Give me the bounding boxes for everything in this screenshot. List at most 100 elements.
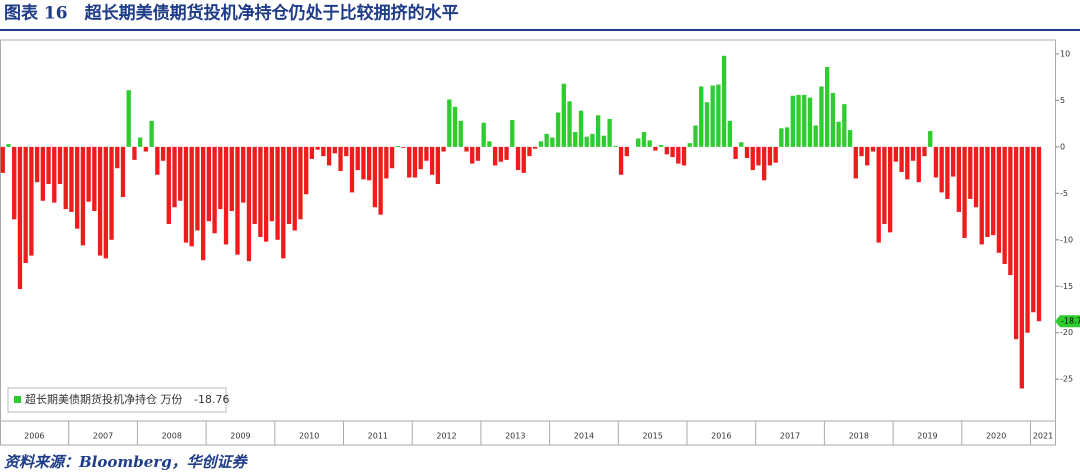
- bar: [281, 146, 286, 259]
- bar: [326, 146, 332, 166]
- bar: [933, 146, 939, 178]
- bar: [92, 146, 97, 211]
- bar: [613, 145, 618, 147]
- x-tick-label: 2008: [162, 432, 182, 441]
- bar: [86, 146, 91, 202]
- bar: [550, 137, 555, 147]
- bar: [807, 97, 813, 147]
- bar: [384, 146, 389, 179]
- x-tick-label: 2016: [711, 432, 731, 441]
- bar: [452, 106, 458, 147]
- bar: [962, 146, 967, 238]
- bar: [292, 146, 297, 231]
- legend-label: 超长期美债期货投机净持仓 万份: [25, 392, 183, 406]
- bar: [315, 146, 320, 150]
- bar: [52, 146, 57, 203]
- bar: [407, 146, 412, 178]
- bar: [727, 120, 732, 147]
- bar: [847, 130, 853, 147]
- bar: [166, 146, 171, 224]
- bar: [836, 121, 841, 147]
- bar: [716, 84, 721, 147]
- bar: [229, 146, 234, 211]
- bar: [34, 146, 40, 183]
- bar: [492, 146, 498, 166]
- bar: [842, 104, 847, 147]
- bar: [596, 115, 601, 147]
- legend-value: -18.76: [194, 393, 229, 406]
- bar: [802, 94, 807, 147]
- bar: [779, 128, 784, 147]
- bar: [928, 131, 933, 147]
- bar: [241, 146, 246, 203]
- bar: [991, 146, 996, 236]
- bar: [950, 146, 956, 177]
- y-tick-label: -25: [1060, 375, 1073, 384]
- bar: [200, 146, 206, 261]
- bar: [624, 146, 629, 157]
- bar: [309, 146, 315, 159]
- bar: [538, 141, 544, 147]
- x-tick-label: 2015: [642, 432, 662, 441]
- source-note: 资料来源：Bloomberg，华创证券: [4, 453, 249, 471]
- plot-frame: [0, 39, 1056, 446]
- bar: [973, 146, 979, 208]
- bar: [355, 146, 360, 171]
- x-tick-label: 2006: [24, 432, 44, 441]
- bar: [578, 110, 584, 147]
- y-tick-label: -15: [1060, 282, 1073, 291]
- legend-box: [7, 387, 227, 413]
- bar: [533, 146, 538, 149]
- x-tick-label: 2018: [849, 432, 869, 441]
- bar: [109, 146, 114, 240]
- bar: [149, 120, 154, 147]
- bar: [573, 131, 578, 147]
- bar: [361, 146, 366, 180]
- bar: [120, 146, 126, 198]
- y-tick-label: 10: [1060, 49, 1070, 58]
- y-tick-label: -10: [1060, 235, 1073, 244]
- bar: [887, 146, 893, 233]
- bar: [160, 146, 166, 161]
- bar: [378, 146, 383, 215]
- bar: [218, 146, 223, 210]
- bar: [429, 146, 435, 175]
- bar: [618, 146, 624, 175]
- bar: [206, 146, 212, 222]
- bar: [447, 99, 452, 147]
- bar: [859, 146, 864, 157]
- bar: [424, 146, 429, 161]
- bar: [739, 142, 744, 147]
- x-tick-label: 2007: [93, 432, 113, 441]
- bar: [767, 146, 773, 166]
- bar: [344, 146, 349, 157]
- bar: [796, 94, 801, 147]
- bar: [481, 122, 486, 147]
- bar: [641, 131, 647, 147]
- y-tick-label: -5: [1060, 189, 1068, 198]
- bar: [704, 102, 710, 147]
- bar: [939, 146, 944, 193]
- bar: [899, 146, 904, 172]
- bar: [1025, 146, 1030, 333]
- bar: [57, 146, 63, 185]
- chart-title: 图表 16 超长期美债期货投机净持仓仍处于比较拥挤的水平: [4, 3, 459, 24]
- bar: [286, 146, 292, 224]
- bar: [744, 146, 750, 159]
- bar: [435, 146, 441, 185]
- bar: [590, 133, 595, 147]
- x-tick-label: 2009: [230, 432, 250, 441]
- bar: [607, 118, 612, 147]
- bar: [853, 146, 858, 179]
- bar: [670, 146, 675, 158]
- x-tick-label: 2011: [368, 432, 388, 441]
- bar: [1019, 146, 1024, 389]
- bar: [12, 146, 17, 220]
- bar: [710, 85, 715, 147]
- x-tick-label: 2019: [917, 432, 937, 441]
- bar: [97, 146, 103, 256]
- bar: [893, 146, 899, 162]
- bar: [905, 146, 910, 180]
- bar: [40, 146, 45, 201]
- x-tick-label: 2021: [1033, 432, 1053, 441]
